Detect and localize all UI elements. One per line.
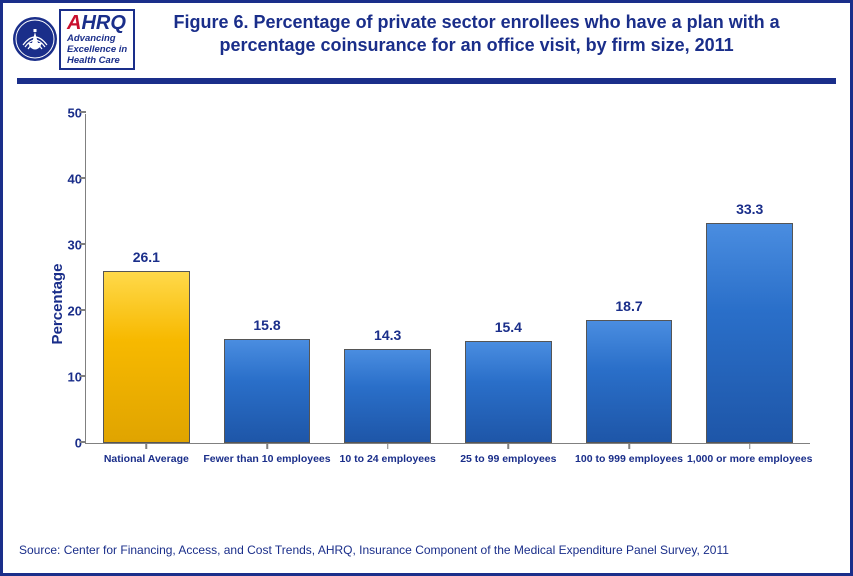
y-tick-mark (80, 243, 86, 245)
plot-area: 26.1National Average15.8Fewer than 10 em… (85, 114, 810, 444)
ahrq-tagline-1: Advancing (67, 34, 127, 44)
x-tick-mark (508, 443, 510, 449)
chart: Percentage 26.1National Average15.8Fewer… (23, 104, 830, 504)
ahrq-wordmark: AHRQ (67, 13, 127, 33)
bar (465, 341, 552, 443)
ahrq-logo: AHRQ Advancing Excellence in Health Care (59, 9, 135, 70)
bar (706, 223, 793, 443)
y-tick-mark (80, 111, 86, 113)
bar-column: 18.7100 to 999 employees (569, 114, 690, 443)
bar-column: 15.425 to 99 employees (448, 114, 569, 443)
bar-value-label: 18.7 (569, 298, 690, 314)
y-tick-mark (80, 177, 86, 179)
bar-value-label: 15.4 (448, 319, 569, 335)
header: AHRQ Advancing Excellence in Health Care… (3, 3, 850, 74)
y-tick-label: 0 (52, 435, 82, 450)
y-tick-mark (80, 375, 86, 377)
bars-container: 26.1National Average15.8Fewer than 10 em… (86, 114, 810, 443)
bar (224, 339, 311, 443)
y-tick-label: 10 (52, 369, 82, 384)
hhs-seal-icon (13, 17, 57, 61)
bar-column: 33.31,000 or more employees (689, 114, 810, 443)
x-tick-mark (628, 443, 630, 449)
x-tick-mark (387, 443, 389, 449)
y-tick-label: 50 (52, 105, 82, 120)
x-tick-mark (749, 443, 751, 449)
bar (344, 349, 431, 443)
header-rule (17, 78, 836, 84)
bar (103, 271, 190, 443)
ahrq-hrq: HRQ (81, 12, 125, 34)
bar-column: 26.1National Average (86, 114, 207, 443)
y-tick-label: 30 (52, 237, 82, 252)
ahrq-a: A (67, 12, 81, 34)
y-tick-mark (80, 441, 86, 443)
figure-frame: AHRQ Advancing Excellence in Health Care… (0, 0, 853, 576)
x-tick-mark (146, 443, 148, 449)
bar-column: 14.310 to 24 employees (327, 114, 448, 443)
bar-value-label: 15.8 (207, 317, 328, 333)
ahrq-tagline-2: Excellence in (67, 45, 127, 55)
bar-column: 15.8Fewer than 10 employees (207, 114, 328, 443)
x-tick-label: 1,000 or more employees (677, 453, 822, 465)
x-tick-mark (266, 443, 268, 449)
y-tick-label: 40 (52, 171, 82, 186)
bar-value-label: 14.3 (327, 327, 448, 343)
y-tick-label: 20 (52, 303, 82, 318)
bar-value-label: 33.3 (689, 201, 810, 217)
bar (586, 320, 673, 443)
ahrq-tagline-3: Health Care (67, 56, 127, 66)
source-note: Source: Center for Financing, Access, an… (19, 543, 834, 557)
logo-block: AHRQ Advancing Excellence in Health Care (13, 9, 135, 70)
y-tick-mark (80, 309, 86, 311)
bar-value-label: 26.1 (86, 249, 207, 265)
figure-title: Figure 6. Percentage of private sector e… (135, 9, 838, 56)
